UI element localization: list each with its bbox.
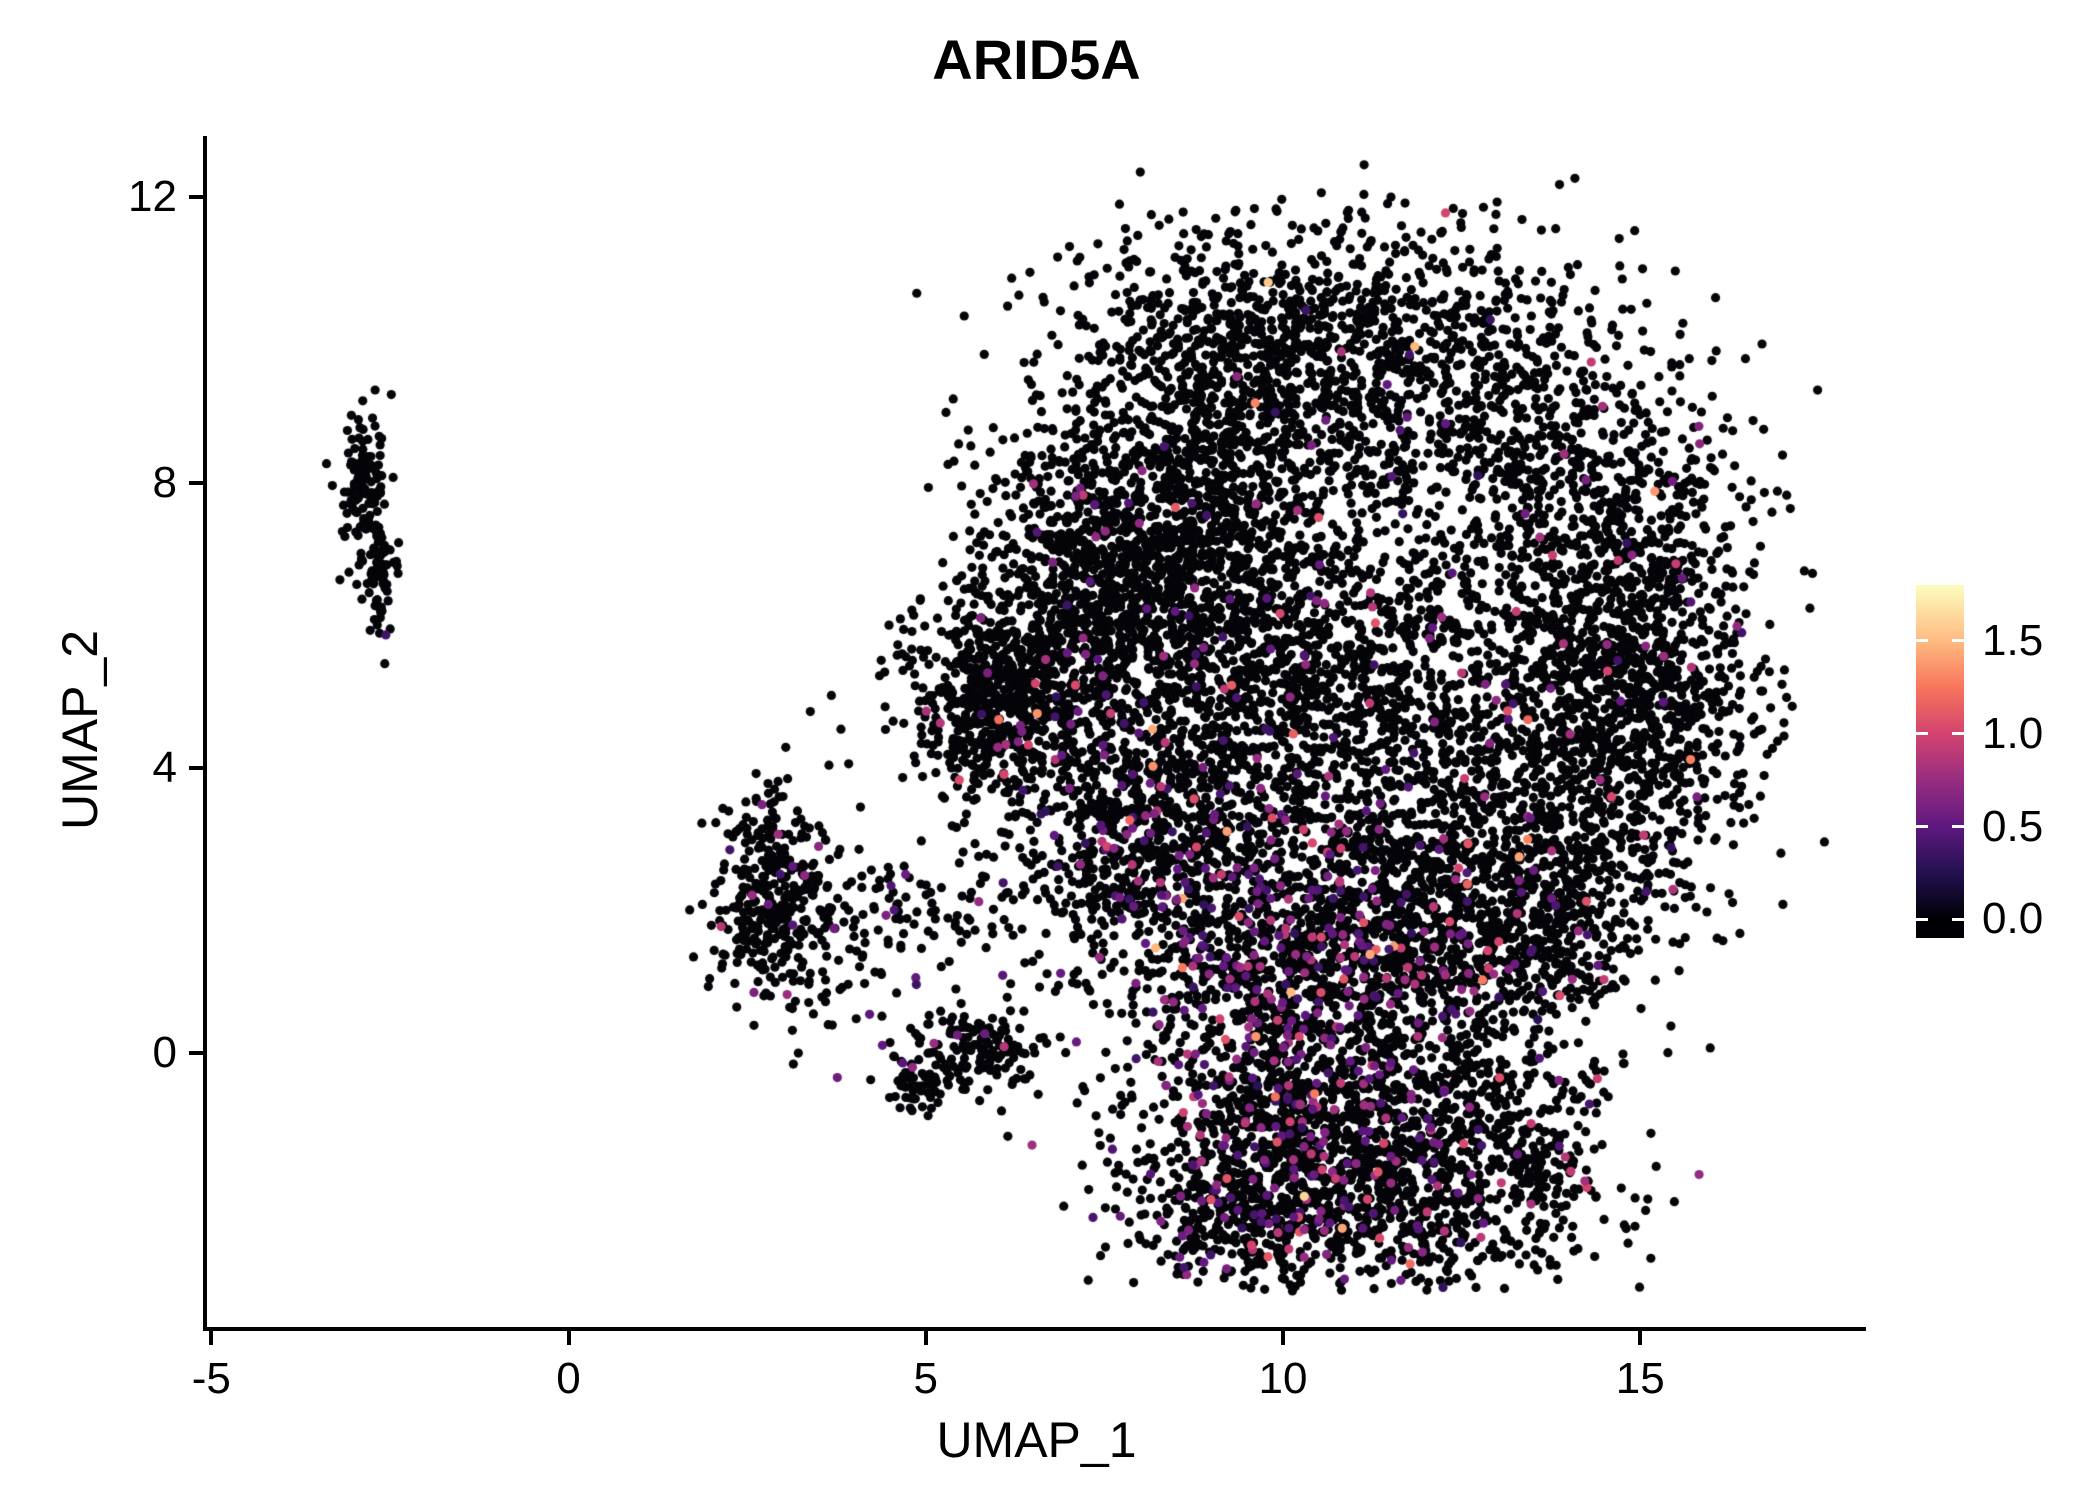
legend-tick-label: 0.5 xyxy=(1982,801,2044,851)
legend-tick-label: 1.0 xyxy=(1982,708,2044,758)
y-tick-label: 12 xyxy=(128,172,177,222)
y-tick-mark xyxy=(189,480,203,485)
legend-tick-mark xyxy=(1952,825,1964,829)
legend-tick-label: 0.0 xyxy=(1982,894,2044,944)
legend-tick-mark xyxy=(1952,917,1964,921)
x-axis-label: UMAP_1 xyxy=(936,1412,1137,1468)
y-axis-label: UMAP_2 xyxy=(52,629,108,831)
scatter-canvas xyxy=(207,136,1866,1327)
legend-tick-mark xyxy=(1916,917,1928,921)
x-tick-label: 0 xyxy=(556,1354,581,1403)
x-tick-mark xyxy=(209,1331,214,1345)
legend-tick-mark xyxy=(1916,732,1928,736)
x-tick-label: 10 xyxy=(1258,1354,1308,1403)
x-tick-mark xyxy=(1638,1331,1643,1345)
y-tick-label: 0 xyxy=(152,1028,177,1078)
legend-tick-mark xyxy=(1916,825,1928,829)
y-tick-mark xyxy=(189,195,203,200)
x-axis-line xyxy=(203,1327,1866,1331)
y-axis-line xyxy=(203,136,207,1331)
legend-tick-mark xyxy=(1916,639,1928,643)
legend-tick-label: 1.5 xyxy=(1982,615,2044,665)
y-tick-mark xyxy=(189,1051,203,1056)
x-tick-mark xyxy=(566,1331,571,1345)
y-tick-mark xyxy=(189,765,203,770)
x-tick-mark xyxy=(1280,1331,1285,1345)
legend-colorbar xyxy=(1916,585,1964,938)
legend-tick-mark xyxy=(1952,639,1964,643)
legend-tick-mark xyxy=(1952,732,1964,736)
y-tick-label: 8 xyxy=(152,457,177,507)
plot-title: ARID5A xyxy=(932,28,1141,91)
x-tick-label: 5 xyxy=(913,1354,938,1403)
y-tick-label: 4 xyxy=(152,742,177,792)
x-tick-label: 15 xyxy=(1615,1354,1665,1403)
x-tick-label: -5 xyxy=(191,1354,231,1403)
x-tick-mark xyxy=(923,1331,928,1345)
